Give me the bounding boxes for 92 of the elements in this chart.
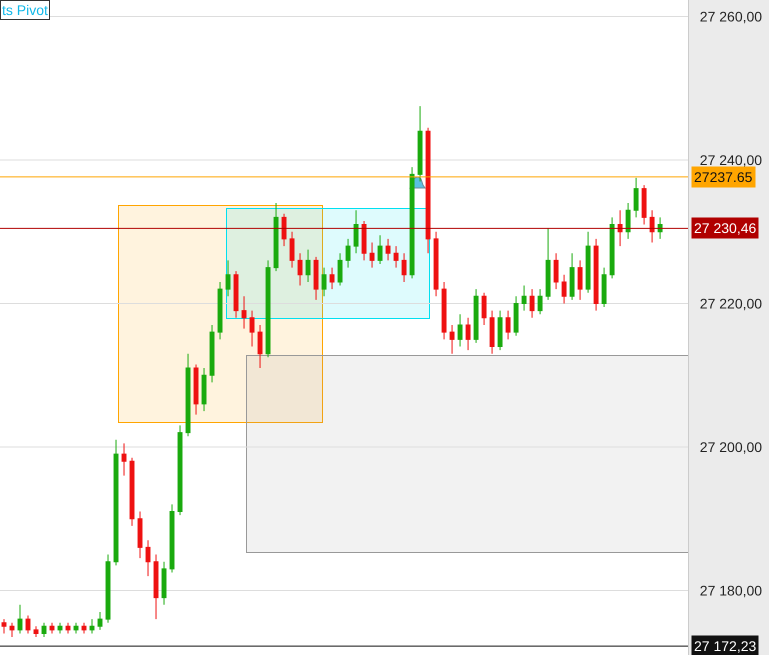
candlestick bbox=[602, 267, 607, 308]
candlestick bbox=[146, 540, 150, 577]
candlestick bbox=[554, 252, 559, 290]
candlestick bbox=[66, 622, 70, 634]
candlestick bbox=[314, 256, 318, 300]
candlestick bbox=[498, 310, 503, 351]
candlestick bbox=[306, 249, 310, 282]
candlestick bbox=[10, 622, 14, 638]
candlestick bbox=[18, 604, 22, 634]
candlestick bbox=[538, 288, 543, 315]
candlestick bbox=[402, 252, 407, 282]
candlestick bbox=[426, 127, 431, 254]
candlestick bbox=[106, 554, 110, 624]
candlestick bbox=[42, 622, 46, 638]
candlestick bbox=[186, 353, 190, 437]
candlestick bbox=[658, 216, 663, 240]
candlestick bbox=[562, 274, 567, 304]
candlestick bbox=[258, 324, 262, 369]
candlestick bbox=[442, 281, 447, 340]
candlestick bbox=[138, 511, 142, 559]
candlestick bbox=[338, 252, 343, 286]
candlestick bbox=[362, 220, 367, 261]
candlestick bbox=[34, 626, 38, 638]
candlestick bbox=[594, 238, 599, 312]
candlestick bbox=[650, 210, 655, 243]
candlestick bbox=[618, 210, 623, 247]
candlestick bbox=[162, 561, 166, 606]
y-tick-label: 27 220,00 bbox=[700, 295, 762, 312]
candlestick bbox=[194, 364, 198, 416]
candlestick bbox=[274, 202, 278, 272]
candlestick bbox=[586, 231, 591, 294]
candlestick bbox=[466, 317, 471, 351]
candlestick bbox=[82, 622, 86, 634]
ref-line-label: 27 230,46 bbox=[694, 220, 756, 236]
candlestick bbox=[26, 615, 30, 634]
candlestick bbox=[266, 260, 270, 358]
candlestick bbox=[458, 314, 463, 348]
candlestick bbox=[418, 106, 423, 182]
candlestick bbox=[506, 310, 511, 340]
candlestick bbox=[154, 554, 158, 620]
candlestick bbox=[226, 260, 230, 297]
candlestick bbox=[50, 622, 54, 634]
y-tick-label: 27 260,00 bbox=[700, 8, 762, 24]
candlestick bbox=[282, 213, 286, 247]
candlestick bbox=[610, 216, 615, 279]
candlestick bbox=[130, 457, 134, 526]
candlestick bbox=[218, 281, 222, 340]
annotation: ts Pivot bbox=[2, 2, 48, 18]
candlestick bbox=[290, 231, 294, 268]
candlestick bbox=[90, 618, 94, 634]
candlestick bbox=[202, 368, 206, 412]
candlestick bbox=[450, 324, 455, 354]
candlestick bbox=[170, 504, 174, 573]
candlestick bbox=[522, 285, 527, 312]
candlestick bbox=[378, 234, 383, 265]
candlestick bbox=[394, 246, 399, 268]
ref-line-label: 27237.65 bbox=[694, 169, 753, 185]
candlestick bbox=[634, 177, 639, 218]
candlestick bbox=[74, 622, 78, 634]
candlestick bbox=[578, 260, 583, 300]
candlestick bbox=[114, 439, 118, 566]
candlestick bbox=[250, 310, 254, 348]
candlestick bbox=[98, 611, 102, 630]
candlestick bbox=[210, 324, 214, 383]
candlestick bbox=[234, 270, 238, 318]
candlestick bbox=[410, 166, 415, 279]
candlestick bbox=[58, 622, 62, 634]
candlestick bbox=[2, 618, 6, 634]
ref-line-label: 27 172,23 bbox=[694, 638, 756, 654]
candlestick bbox=[386, 238, 391, 261]
candlestick bbox=[642, 184, 647, 226]
candlestick bbox=[490, 310, 495, 354]
candlestick bbox=[370, 242, 375, 268]
candlestick bbox=[354, 210, 359, 254]
y-tick-label: 27 240,00 bbox=[700, 152, 762, 168]
candlestick bbox=[178, 424, 182, 516]
candlestick bbox=[530, 288, 535, 318]
candlestick bbox=[434, 231, 439, 297]
candlestick bbox=[322, 267, 327, 297]
candlestick bbox=[330, 267, 335, 290]
candlestick bbox=[242, 296, 246, 330]
candlestick bbox=[122, 442, 126, 476]
candlestick bbox=[346, 238, 351, 268]
candlestick bbox=[570, 252, 575, 300]
candlestick bbox=[546, 228, 551, 300]
candlestick bbox=[482, 292, 487, 326]
y-tick-label: 27 200,00 bbox=[700, 438, 762, 455]
y-tick-label: 27 180,00 bbox=[700, 582, 762, 598]
candlestick bbox=[298, 252, 302, 286]
candlestick bbox=[474, 288, 479, 344]
candlestick bbox=[626, 202, 631, 240]
candlestick bbox=[514, 296, 519, 336]
